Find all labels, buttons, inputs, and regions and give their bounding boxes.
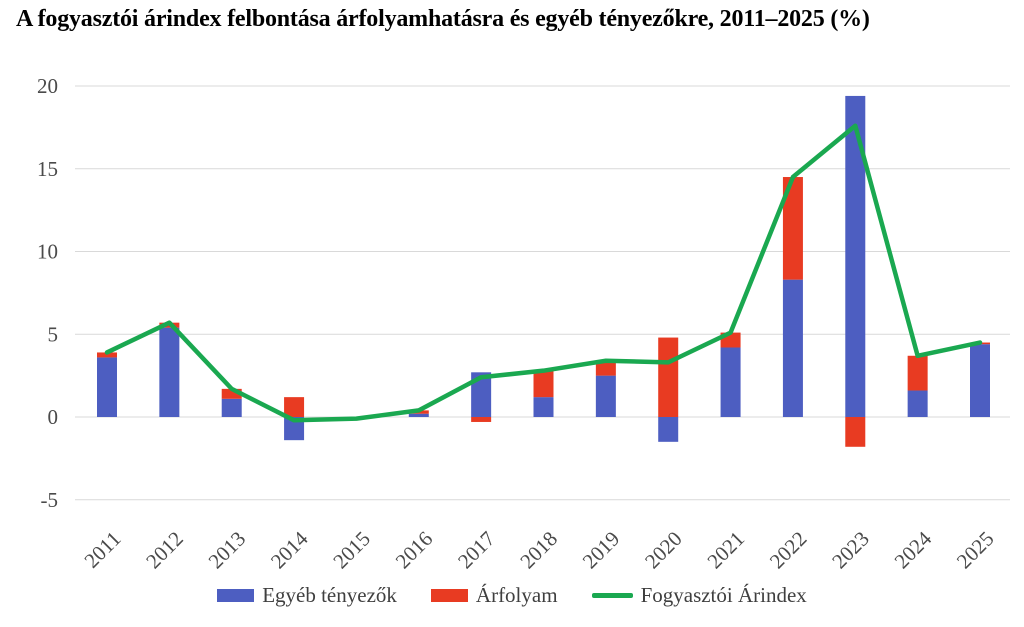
bar-segment-exchange-rate	[221, 388, 242, 399]
legend-item-exchange-rate: Árfolyam	[430, 583, 558, 608]
legend-item-other-factors: Egyéb tényezők	[217, 583, 397, 608]
bar-segment-other-factors	[970, 344, 990, 417]
x-axis-label: 2023	[827, 527, 874, 570]
x-axis-label: 2017	[453, 527, 500, 570]
bar-segment-exchange-rate	[284, 397, 305, 417]
y-axis-label: -5	[41, 488, 59, 512]
bar-segment-exchange-rate	[533, 370, 554, 398]
bar-segment-other-factors	[408, 413, 429, 417]
bar-segment-other-factors	[533, 397, 554, 417]
bar-segment-other-factors	[159, 327, 180, 417]
bar-segment-exchange-rate	[658, 337, 679, 417]
bar-segment-exchange-rate	[97, 352, 117, 358]
other-factors-swatch-icon	[217, 589, 255, 602]
y-axis-label: 10	[37, 240, 58, 264]
bar-segment-other-factors	[471, 372, 492, 417]
bar-segment-exchange-rate	[907, 355, 928, 391]
x-axis-label: 2019	[578, 527, 625, 570]
x-axis-label: 2016	[391, 527, 438, 570]
x-axis-label: 2014	[266, 526, 313, 570]
x-axis-label: 2012	[141, 527, 188, 570]
x-axis-label: 2018	[515, 527, 562, 570]
bar-segment-other-factors	[595, 375, 616, 417]
bar-segment-other-factors	[720, 347, 741, 417]
bar-segment-other-factors	[97, 357, 117, 417]
bar-segment-other-factors	[907, 390, 928, 417]
y-axis-label: 20	[37, 74, 58, 98]
x-axis-label: 2021	[702, 527, 749, 570]
x-axis-label: 2011	[79, 527, 125, 570]
bar-segment-exchange-rate	[595, 360, 616, 376]
bar-segment-other-factors	[845, 95, 866, 418]
y-axis-label: 5	[48, 322, 59, 346]
x-axis-label: 2015	[328, 527, 375, 570]
bar-segment-other-factors	[284, 417, 305, 441]
bar-segment-other-factors	[782, 279, 803, 417]
chart-legend: Egyéb tényezők Árfolyam Fogyasztói Árind…	[0, 583, 1024, 608]
x-axis-label: 2022	[765, 527, 812, 570]
cpi-line	[104, 123, 983, 423]
y-axis-label: 15	[37, 157, 58, 181]
bar-segment-exchange-rate	[782, 177, 803, 280]
x-axis-label: 2020	[640, 527, 687, 570]
legend-label-other-factors: Egyéb tényezők	[262, 583, 397, 607]
x-axis-label: 2024	[890, 526, 937, 570]
x-axis-label: 2025	[952, 527, 999, 570]
y-axis-label: 0	[48, 405, 59, 429]
bar-segment-exchange-rate	[471, 417, 492, 422]
page-title: A fogyasztói árindex felbontása árfolyam…	[16, 6, 870, 32]
bar-segment-exchange-rate	[845, 417, 866, 447]
bar-segment-other-factors	[658, 417, 679, 442]
cpi-line-swatch-icon	[591, 593, 633, 598]
legend-item-cpi: Fogyasztói Árindex	[591, 583, 807, 608]
exchange-rate-swatch-icon	[430, 589, 468, 602]
x-axis-label: 2013	[204, 527, 251, 570]
bar-segment-other-factors	[221, 398, 242, 417]
legend-label-exchange-rate: Árfolyam	[475, 583, 558, 607]
legend-label-cpi: Fogyasztói Árindex	[640, 583, 807, 607]
